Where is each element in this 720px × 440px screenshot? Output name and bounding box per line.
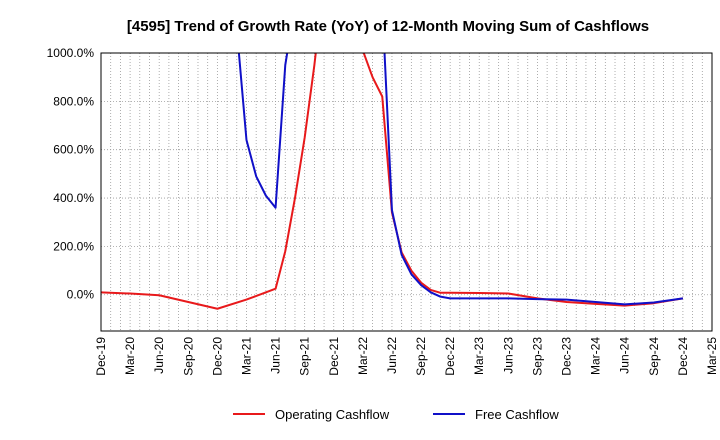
x-axis: Dec-19 Mar-20 Jun-20 Sep-20 Dec-20 Mar-21 Jun-… — [94, 337, 719, 376]
y-tick-label: 800.0% — [53, 94, 94, 108]
x-tick-label: Jun-24 — [618, 337, 632, 374]
x-tick-label: Sep-24 — [647, 337, 661, 376]
x-tick-label: Jun-22 — [385, 337, 399, 374]
y-tick-label: 600.0% — [53, 143, 94, 157]
x-tick-label: Dec-22 — [443, 337, 457, 376]
chart-title: [4595] Trend of Growth Rate (YoY) of 12-… — [127, 18, 649, 35]
legend-label-operating-cashflow: Operating Cashflow — [275, 407, 390, 422]
x-tick-label: Dec-19 — [94, 337, 108, 376]
x-tick-label: Sep-23 — [530, 337, 544, 376]
x-tick-label: Dec-23 — [560, 337, 574, 376]
y-tick-label: 0.0% — [67, 288, 95, 302]
legend-label-free-cashflow: Free Cashflow — [475, 407, 559, 422]
x-tick-label: Mar-20 — [123, 337, 137, 375]
x-tick-label: Jun-20 — [152, 337, 166, 374]
x-tick-label: Dec-21 — [327, 337, 341, 376]
x-tick-label: Mar-25 — [705, 337, 719, 375]
y-tick-label: 1000.0% — [47, 46, 95, 60]
x-tick-label: Mar-24 — [589, 337, 603, 375]
plot-area — [101, 53, 684, 310]
x-tick-label: Sep-20 — [181, 337, 195, 376]
legend: Operating Cashflow Free Cashflow — [233, 407, 559, 422]
x-tick-label: Mar-23 — [472, 337, 486, 375]
x-tick-label: Mar-22 — [356, 337, 370, 375]
x-tick-label: Jun-23 — [501, 337, 515, 374]
y-axis: 1000.0% 800.0% 600.0% 400.0% 200.0% 0.0% — [47, 46, 95, 302]
x-tick-label: Mar-21 — [239, 337, 253, 375]
grid — [101, 52, 712, 331]
y-tick-label: 400.0% — [53, 191, 94, 205]
series-line-free-cashflow — [237, 53, 684, 306]
x-tick-label: Jun-21 — [269, 337, 283, 374]
x-tick-label: Dec-20 — [210, 337, 224, 376]
y-tick-label: 200.0% — [53, 239, 94, 253]
x-tick-label: Dec-24 — [676, 337, 690, 376]
x-tick-label: Sep-22 — [414, 337, 428, 376]
series-line-operating-cashflow — [101, 53, 684, 310]
plot-border — [100, 52, 713, 332]
x-tick-label: Sep-21 — [298, 337, 312, 376]
